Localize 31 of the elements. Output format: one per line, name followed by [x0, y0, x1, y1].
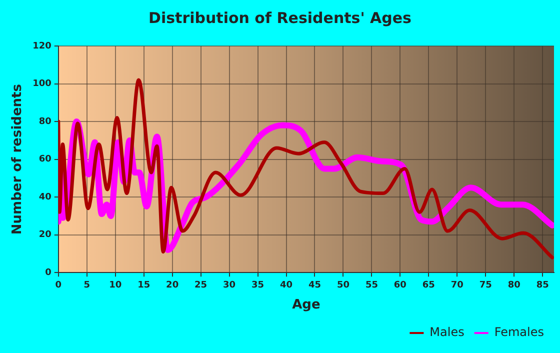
x-tick-label: 85: [536, 280, 549, 290]
x-tick-label: 75: [479, 280, 492, 290]
y-tick-label: 60: [38, 154, 52, 165]
chart-title: Distribution of Residents' Ages: [148, 8, 412, 27]
legend-label: Females: [494, 325, 544, 340]
x-tick-label: 45: [308, 280, 322, 290]
y-tick-label: 80: [38, 116, 52, 127]
x-tick-label: 70: [450, 280, 464, 290]
legend-label: Males: [430, 325, 464, 340]
line-series: [58, 78, 554, 260]
x-tick-label: 50: [336, 280, 350, 290]
x-tick-label: 35: [252, 280, 264, 290]
x-tick-label: 65: [422, 280, 435, 290]
x-tick-label: 55: [365, 280, 378, 290]
y-tick-label: 120: [32, 41, 52, 52]
x-tick-label: 20: [166, 280, 179, 290]
y-axis-title: Number of residents: [10, 84, 26, 235]
x-tick-label: 0: [55, 280, 62, 290]
x-tick-label: 10: [109, 280, 122, 290]
y-tick-label: 100: [32, 79, 52, 90]
x-axis-title: Age: [292, 298, 320, 313]
y-tick-label: 40: [38, 192, 52, 202]
y-tick-label: 20: [38, 230, 52, 240]
y-tick-label: 0: [45, 268, 52, 278]
x-tick-label: 30: [223, 280, 236, 290]
x-tick-label: 60: [394, 280, 406, 290]
x-tick-label: 15: [138, 280, 150, 290]
x-tick-label: 5: [84, 280, 90, 290]
x-tick-label: 80: [508, 280, 520, 290]
x-tick-label: 25: [194, 280, 208, 290]
x-tick-label: 40: [280, 280, 293, 290]
